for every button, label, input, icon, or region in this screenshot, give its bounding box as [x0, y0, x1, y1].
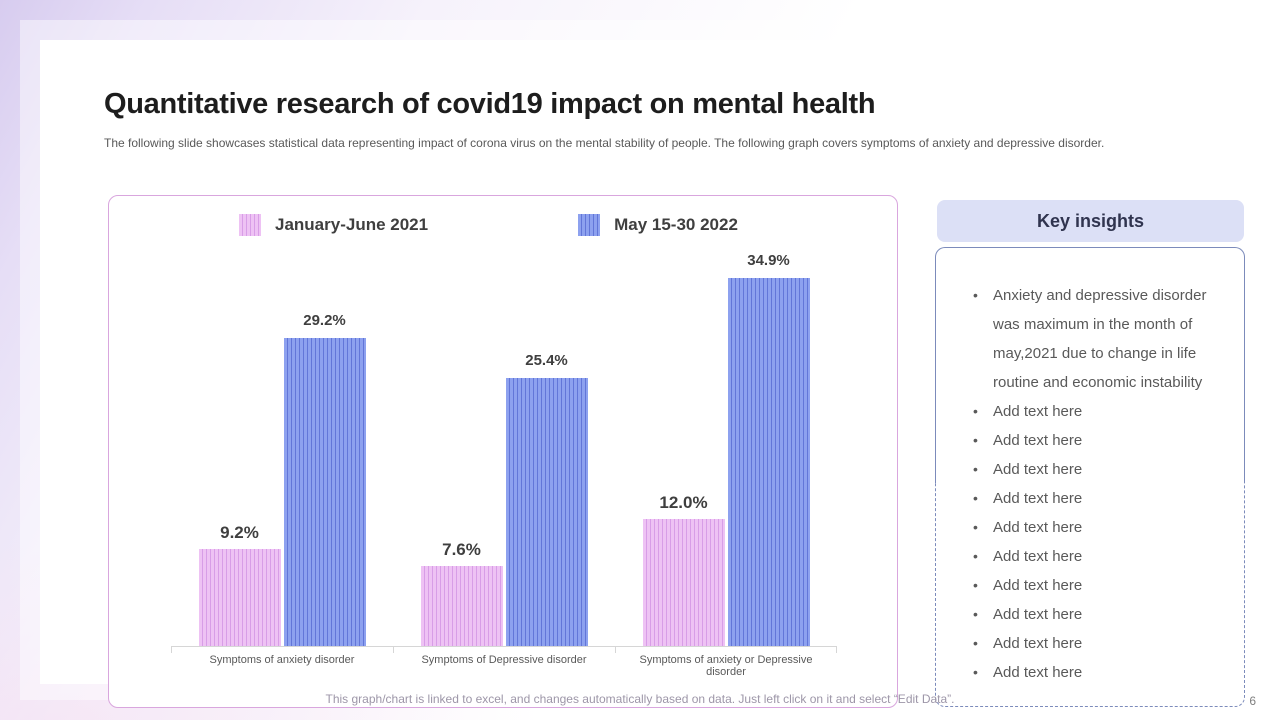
legend-label: May 15-30 2022 [614, 215, 738, 234]
bar-group: 9.2% 29.2% [171, 196, 393, 646]
bar-chart[interactable]: January-June 2021 May 15-30 2022 9.2% 29.2… [108, 195, 898, 708]
bar-series1[interactable]: 9.2% [198, 523, 281, 646]
insight-item[interactable]: Add text here [969, 600, 1221, 629]
bar-group: 12.0% 34.9% [615, 196, 837, 646]
insight-item[interactable]: Add text here [969, 484, 1221, 513]
bar-series2[interactable]: 34.9% [727, 252, 810, 646]
axis-tick [171, 646, 172, 653]
bar-series1[interactable]: 12.0% [642, 493, 725, 646]
insight-item[interactable]: Add text here [969, 658, 1221, 687]
bar-data-label: 12.0% [659, 493, 708, 513]
page-title: Quantitative research of covid19 impact … [104, 88, 876, 120]
bar-data-label: 29.2% [303, 311, 346, 329]
page-number: 6 [1249, 694, 1256, 708]
insight-item[interactable]: Add text here [969, 542, 1221, 571]
insight-item[interactable]: Add text here [969, 397, 1221, 426]
legend-item: January-June 2021 [239, 214, 428, 236]
category-label: Symptoms of anxiety disorder [209, 654, 355, 666]
axis-tick [392, 646, 394, 653]
key-insights-header: Key insights [937, 200, 1244, 242]
bar-data-label: 25.4% [525, 352, 568, 370]
slide-canvas: Quantitative research of covid19 impact … [40, 40, 1245, 708]
chart-category-axis: Symptoms of anxiety disorder Symptoms of … [171, 654, 837, 678]
page-subtitle: The following slide showcases statistica… [104, 136, 1105, 150]
bar-series2[interactable]: 29.2% [283, 312, 366, 646]
legend-item: May 15-30 2022 [578, 214, 738, 236]
bar-data-label: 7.6% [442, 539, 481, 559]
legend-swatch-icon [578, 214, 601, 236]
insight-item: Anxiety and depressive disorder was maxi… [969, 281, 1221, 397]
bar-series1[interactable]: 7.6% [420, 540, 503, 646]
chart-plot-area: 9.2% 29.2% 7.6% 25.4% 12.0% 34.9% [171, 196, 837, 653]
axis-tick [836, 646, 837, 653]
bar-series2[interactable]: 25.4% [505, 352, 588, 646]
axis-tick [615, 646, 616, 653]
insight-item[interactable]: Add text here [969, 629, 1221, 658]
bar-data-label: 9.2% [220, 522, 259, 542]
insight-item[interactable]: Add text here [969, 455, 1221, 484]
insight-item[interactable]: Add text here [969, 426, 1221, 455]
key-insights-list: Anxiety and depressive disorder was maxi… [969, 281, 1221, 687]
bar-data-label: 34.9% [747, 251, 790, 269]
category-label: Symptoms of Depressive disorder [421, 654, 587, 666]
insight-item[interactable]: Add text here [969, 513, 1221, 542]
insight-item[interactable]: Add text here [969, 571, 1221, 600]
footer-note: This graph/chart is linked to excel, and… [325, 692, 955, 706]
category-label: Symptoms of anxiety or Depressive disord… [639, 654, 813, 678]
chart-legend: January-June 2021 May 15-30 2022 [239, 214, 738, 236]
legend-label: January-June 2021 [275, 215, 429, 234]
key-insights-panel: Anxiety and depressive disorder was maxi… [935, 247, 1245, 707]
legend-swatch-icon [239, 214, 261, 236]
bar-group: 7.6% 25.4% [393, 196, 615, 646]
